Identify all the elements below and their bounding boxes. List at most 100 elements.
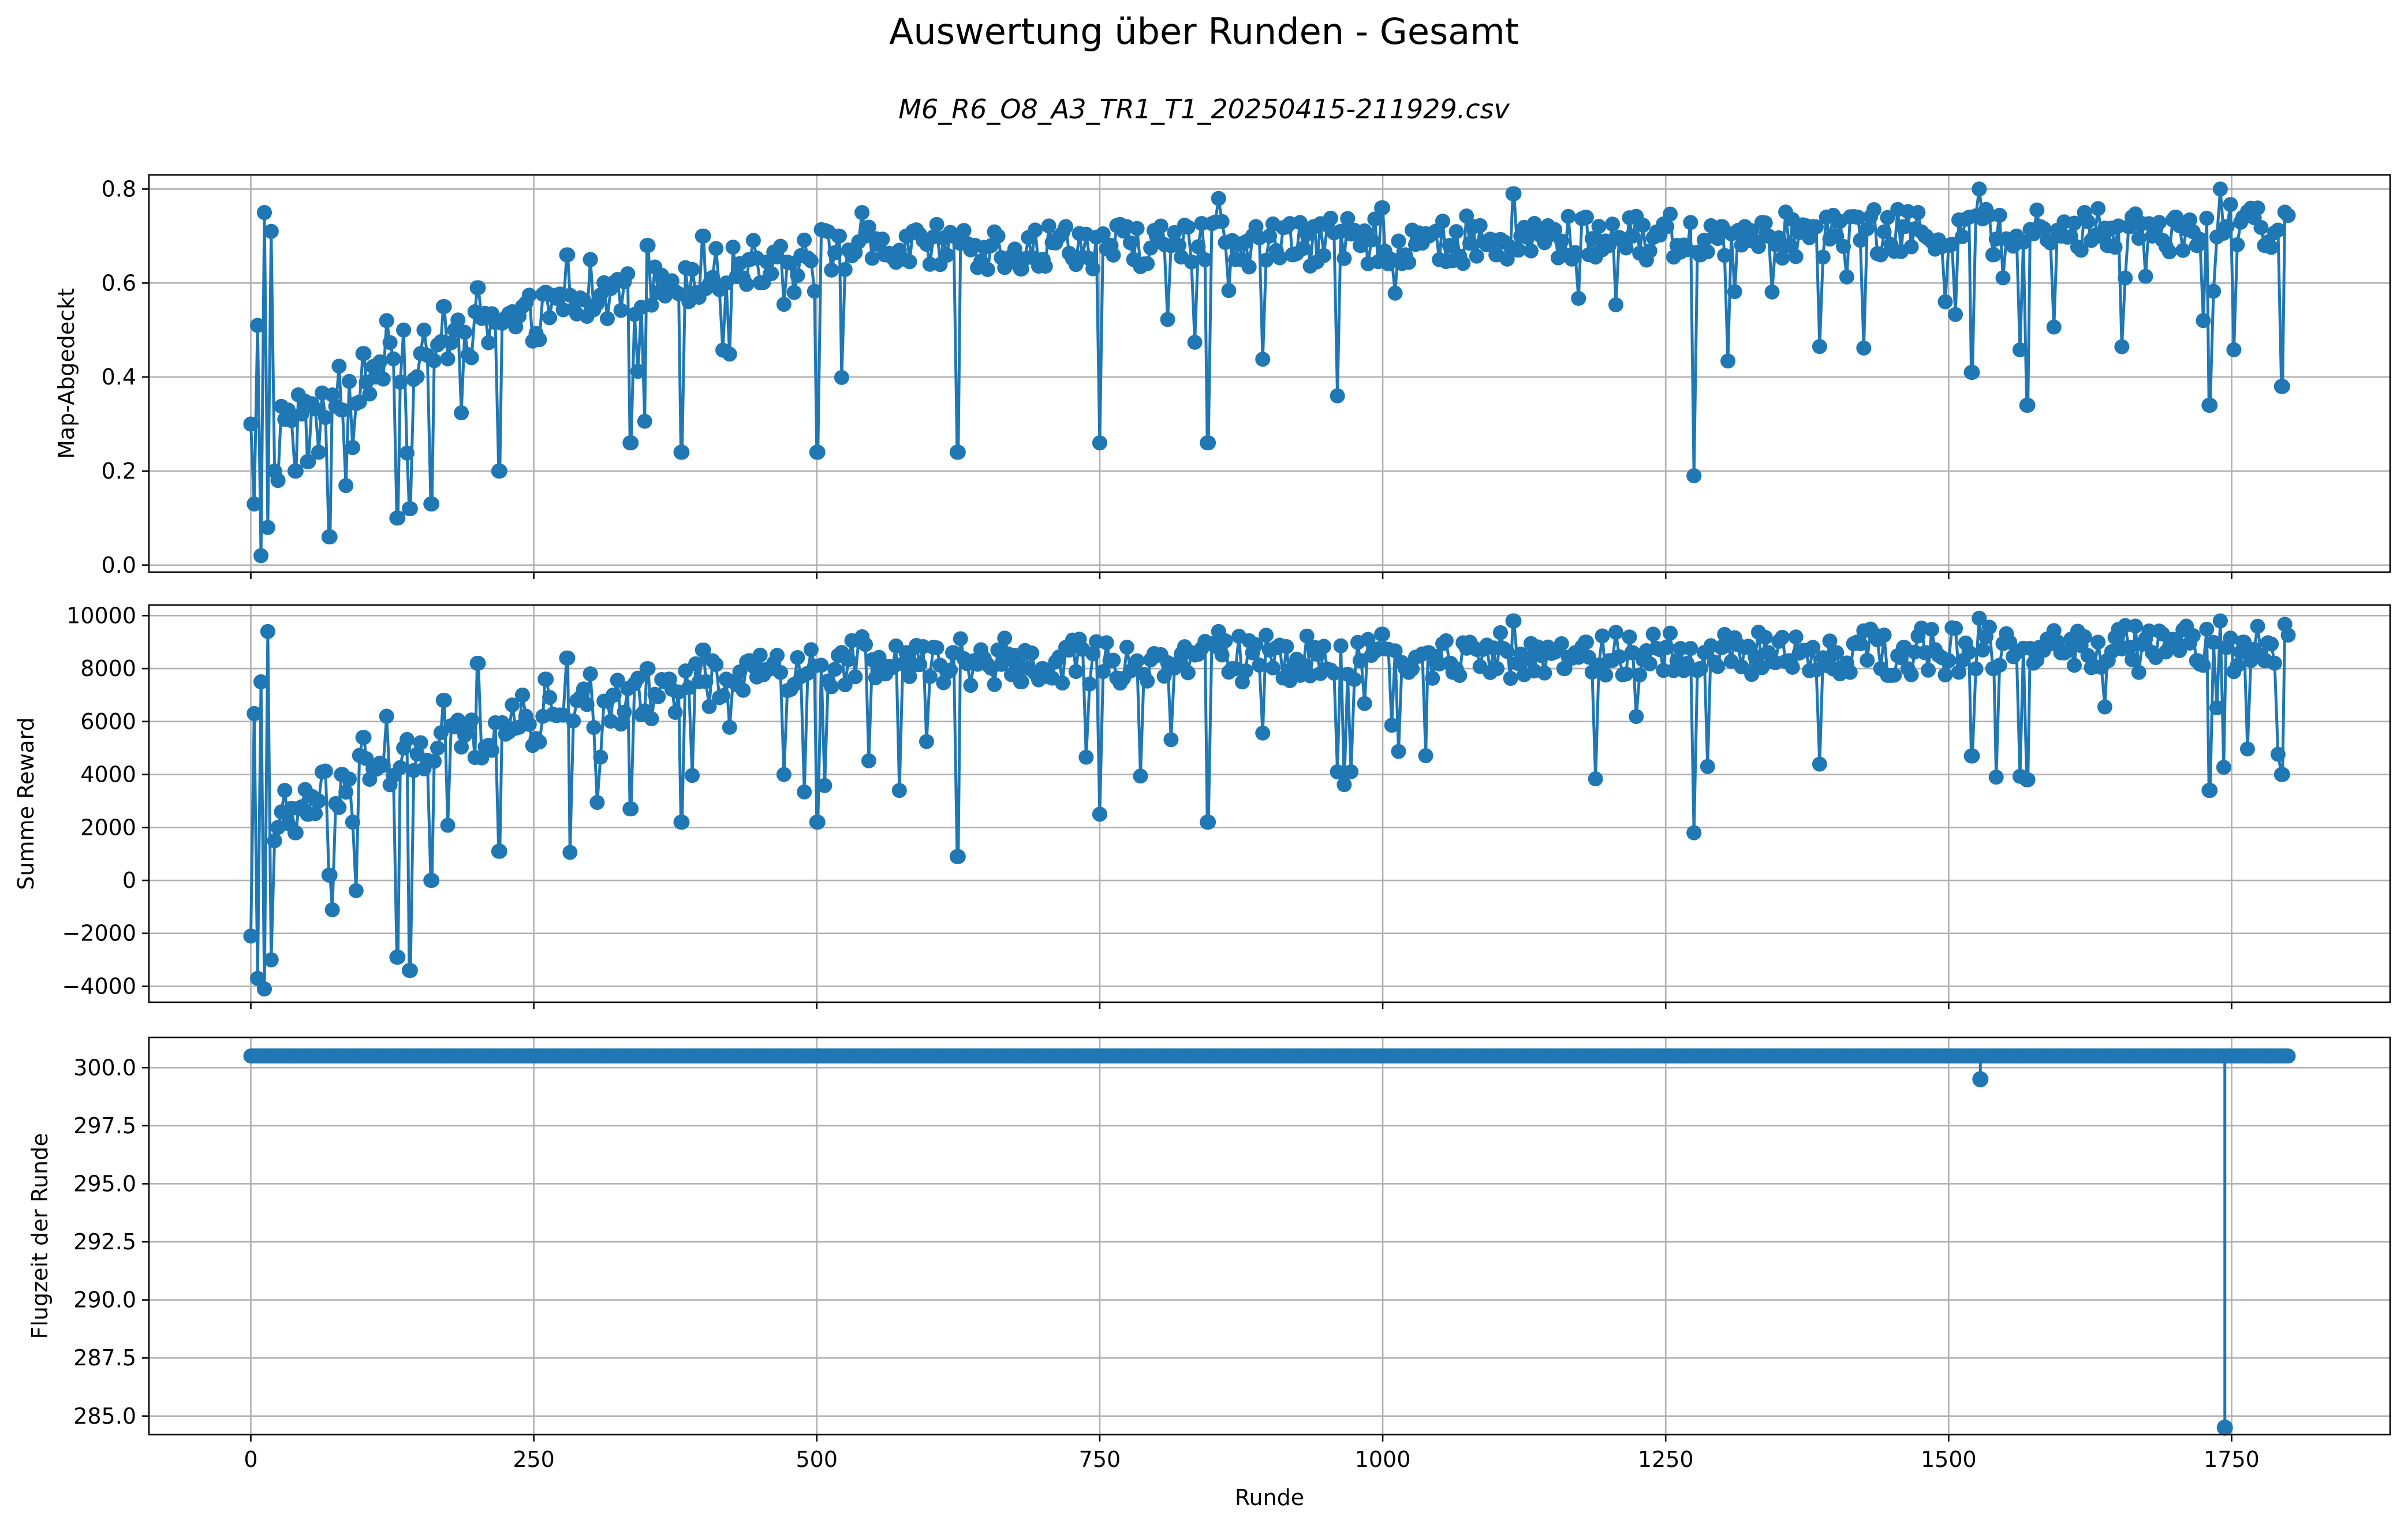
data-point (2216, 1419, 2233, 1436)
data-point (922, 669, 938, 684)
data-point (624, 435, 639, 451)
data-point (1391, 233, 1406, 249)
data-point (764, 266, 779, 281)
data-point (2131, 230, 2146, 246)
y-tick-label: 10000 (66, 603, 136, 628)
data-point (1095, 664, 1111, 680)
data-point (532, 332, 547, 348)
data-point (356, 730, 372, 745)
x-tick-label: 750 (1079, 1447, 1121, 1472)
data-point (263, 952, 279, 968)
data-point (929, 216, 944, 232)
data-point (1954, 229, 1970, 244)
data-point (1092, 435, 1107, 451)
data-point (790, 649, 805, 665)
data-point (1262, 228, 1277, 244)
data-point (1937, 667, 1953, 683)
data-point (243, 928, 259, 944)
figure-subtitle: M6_R6_O8_A3_TR1_T1_20250415-211929.csv (898, 94, 1510, 125)
data-point (1850, 210, 1866, 225)
data-point (400, 445, 415, 461)
data-point (1560, 208, 1576, 224)
data-point (1506, 186, 1522, 201)
data-point (745, 233, 761, 248)
data-point (2114, 339, 2130, 354)
data-point (1129, 221, 1145, 236)
data-point (288, 825, 304, 841)
data-point (1968, 661, 1984, 677)
data-point (515, 687, 530, 703)
panel-summe-reward: −4000 −2000 0 2000 4000 6000 8000 10000 Summe Re… (13, 603, 2391, 1009)
data-point (2097, 699, 2112, 715)
data-point (1153, 218, 1168, 234)
y-tick-label: 6000 (80, 709, 136, 734)
data-point (277, 783, 293, 798)
data-point (600, 311, 615, 326)
data-point (1405, 661, 1420, 677)
data-point (311, 793, 327, 809)
y-tick-label: 290.0 (73, 1287, 136, 1313)
data-point (267, 833, 282, 849)
y-tick-label: 0.6 (102, 270, 136, 296)
data-point (929, 640, 944, 656)
figure-title: Auswertung über Runden - Gesamt (889, 10, 1519, 53)
data-point (1782, 238, 1798, 253)
data-point (1506, 613, 1522, 629)
data-point (1443, 238, 1458, 253)
data-point (637, 413, 652, 429)
data-point (1693, 661, 1708, 677)
data-point (810, 445, 826, 460)
data-point (685, 262, 700, 277)
data-point (797, 232, 812, 248)
data-point (560, 650, 576, 666)
data-point (1683, 215, 1698, 230)
data-point (1829, 645, 1845, 660)
data-point (1336, 777, 1352, 793)
data-point (1492, 625, 1508, 640)
data-point (576, 681, 591, 697)
data-point (963, 678, 979, 693)
y-tick-label: 0.2 (102, 458, 136, 484)
data-point (318, 410, 333, 425)
data-point (324, 387, 340, 403)
data-point (1764, 284, 1780, 300)
data-point (2046, 319, 2062, 335)
data-point (1489, 661, 1505, 677)
data-point (1326, 665, 1342, 681)
data-point (2202, 783, 2218, 798)
data-point (640, 238, 656, 253)
data-point (1024, 645, 1040, 661)
data-point (1595, 628, 1610, 644)
data-point (436, 693, 452, 708)
data-point (827, 245, 843, 260)
data-point (831, 228, 847, 244)
data-point (1007, 241, 1022, 257)
data-point (308, 401, 323, 417)
data-point (698, 674, 714, 689)
data-point (1822, 633, 1838, 649)
x-tick-label: 0 (244, 1447, 257, 1472)
data-point (2223, 197, 2238, 212)
data-point (390, 510, 406, 526)
data-point (2066, 215, 2082, 231)
data-point (854, 205, 870, 221)
data-point (2124, 652, 2140, 667)
plot-frame (148, 604, 2391, 1003)
data-point (1771, 230, 1787, 245)
data-point (1037, 259, 1053, 274)
data-point (2226, 342, 2242, 357)
data-point (1775, 629, 1790, 645)
data-point (393, 375, 408, 390)
data-point (1469, 248, 1484, 264)
data-point (776, 767, 792, 782)
data-point (1880, 210, 1895, 225)
data-point (424, 873, 440, 888)
data-point (1700, 244, 1715, 260)
data-point (1659, 640, 1675, 655)
data-point (464, 712, 479, 728)
data-point (2253, 220, 2269, 236)
data-point (1106, 652, 1121, 668)
data-point (457, 324, 473, 340)
data-point (2250, 200, 2265, 216)
data-point (773, 238, 789, 254)
